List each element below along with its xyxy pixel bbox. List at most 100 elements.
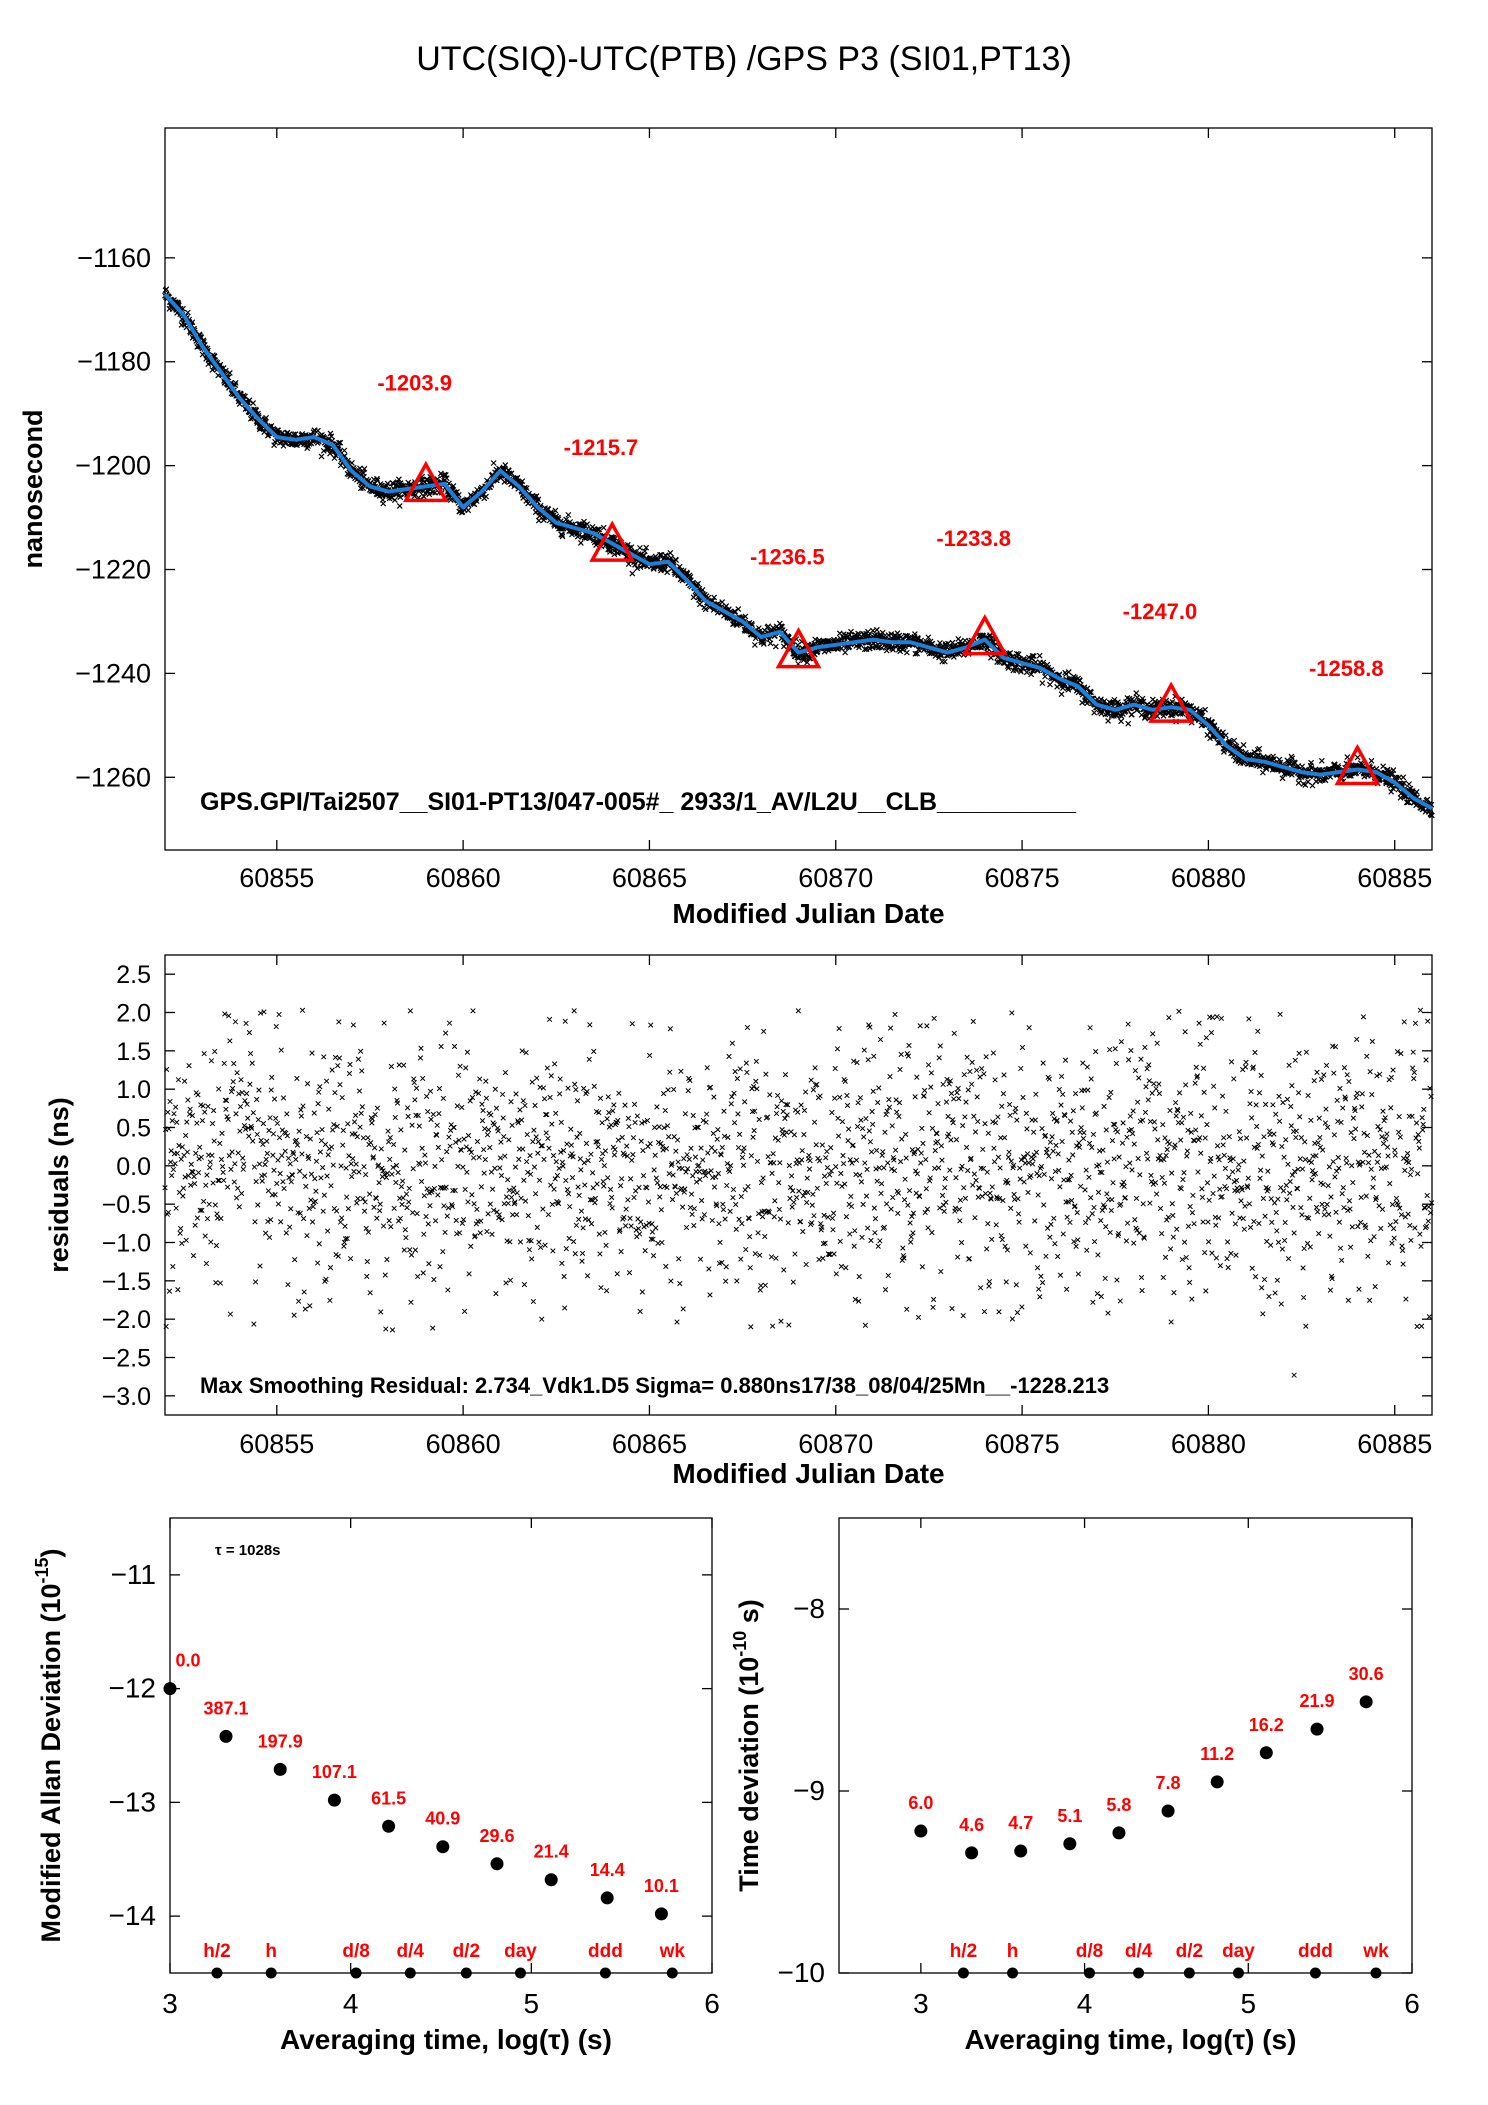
residual-point <box>892 1147 899 1153</box>
residual-point <box>1272 1290 1278 1296</box>
residual-point <box>256 1161 263 1167</box>
residual-point <box>377 1201 383 1207</box>
residual-point <box>572 1251 578 1257</box>
residual-point <box>847 1231 853 1237</box>
residual-point <box>981 1071 987 1077</box>
residual-point <box>761 1028 767 1035</box>
residual-point <box>459 1220 466 1226</box>
residual-point <box>908 1239 914 1245</box>
residual-point <box>262 1161 268 1168</box>
residual-point <box>744 1069 750 1076</box>
residual-point <box>1032 1117 1038 1123</box>
residual-point <box>1084 1064 1090 1070</box>
residual-point <box>981 1308 988 1315</box>
residual-point <box>311 1110 317 1116</box>
residual-point <box>330 1127 336 1133</box>
residual-point <box>605 1175 611 1181</box>
residual-point <box>888 1206 894 1212</box>
data-point <box>772 643 779 650</box>
residual-point <box>1046 1076 1052 1082</box>
residual-point <box>643 1222 649 1228</box>
residual-point <box>172 1161 178 1167</box>
residual-point <box>447 1143 453 1149</box>
residual-point <box>276 1134 283 1141</box>
residual-point <box>900 1245 906 1251</box>
residual-point <box>274 1120 281 1127</box>
residual-point <box>1006 1101 1013 1108</box>
residual-point <box>1241 1158 1247 1164</box>
residual-point <box>397 1215 403 1222</box>
residual-point <box>687 1204 694 1211</box>
residual-point <box>662 1107 668 1114</box>
residual-point <box>1088 1195 1094 1201</box>
residual-point <box>638 1219 644 1225</box>
residual-point <box>1289 1083 1295 1089</box>
residual-point <box>977 1074 983 1080</box>
value-annotation: -1258.8 <box>1309 656 1384 681</box>
residual-point <box>183 1237 189 1243</box>
residual-point <box>660 1090 667 1097</box>
value-annotation: -1236.5 <box>750 544 825 569</box>
residual-point <box>605 1094 611 1100</box>
residual-point <box>709 1217 715 1224</box>
residual-point <box>473 1221 480 1227</box>
residual-point <box>632 1119 638 1126</box>
residual-point <box>607 1186 614 1193</box>
residual-point <box>284 1133 291 1139</box>
residual-point <box>844 1102 851 1109</box>
residual-point <box>1070 1108 1076 1114</box>
data-point <box>490 460 497 466</box>
residual-point <box>628 1223 634 1229</box>
residual-point <box>207 1164 213 1171</box>
residual-point <box>953 1175 959 1181</box>
residual-point <box>823 1155 829 1161</box>
residual-point <box>654 1180 661 1186</box>
residual-point <box>690 1173 696 1179</box>
residual-point <box>905 1202 911 1208</box>
residual-point <box>1274 1228 1280 1234</box>
residual-point <box>1028 1172 1034 1179</box>
residual-point <box>174 1119 180 1125</box>
residual-point <box>243 1090 250 1097</box>
residual-point <box>705 1150 711 1156</box>
residual-point <box>943 1199 949 1205</box>
residual-point <box>559 1260 565 1266</box>
residual-point <box>341 1239 348 1246</box>
residual-point <box>1132 1217 1138 1223</box>
residual-point <box>1110 1180 1116 1186</box>
residual-point <box>640 1173 647 1179</box>
residual-point <box>459 1104 465 1111</box>
residual-point <box>169 1172 175 1179</box>
residual-point <box>1130 1108 1136 1114</box>
data-point <box>465 507 472 514</box>
residuals-y-axis-label: residuals (ns) <box>44 1097 74 1273</box>
residual-point <box>531 1164 538 1170</box>
residual-point <box>520 1146 526 1152</box>
residual-point <box>1131 1240 1137 1246</box>
residual-point <box>940 1081 946 1088</box>
residual-point <box>796 1160 803 1166</box>
residual-point <box>863 1115 869 1122</box>
residual-point <box>1243 1135 1250 1141</box>
data-point <box>1065 669 1072 675</box>
residual-point <box>1241 1226 1248 1232</box>
residual-point <box>406 1199 412 1205</box>
residual-point <box>875 1099 881 1106</box>
residual-point <box>553 1159 559 1165</box>
residual-point <box>910 1230 916 1236</box>
residual-point <box>1055 1151 1061 1157</box>
residual-point <box>288 1179 294 1185</box>
residual-point <box>595 1144 601 1150</box>
residual-point <box>624 1143 630 1149</box>
residual-point <box>604 1116 610 1122</box>
residual-point <box>1049 1134 1055 1140</box>
residual-point <box>532 1102 538 1109</box>
residual-point <box>750 1134 756 1140</box>
residual-point <box>1267 1242 1274 1248</box>
residual-point <box>923 1156 929 1163</box>
residual-point <box>1284 1197 1290 1203</box>
residual-point <box>710 1130 717 1137</box>
residual-point <box>723 1264 729 1270</box>
main-x-axis-label: Modified Julian Date <box>672 898 944 929</box>
residual-point <box>1262 1213 1268 1219</box>
